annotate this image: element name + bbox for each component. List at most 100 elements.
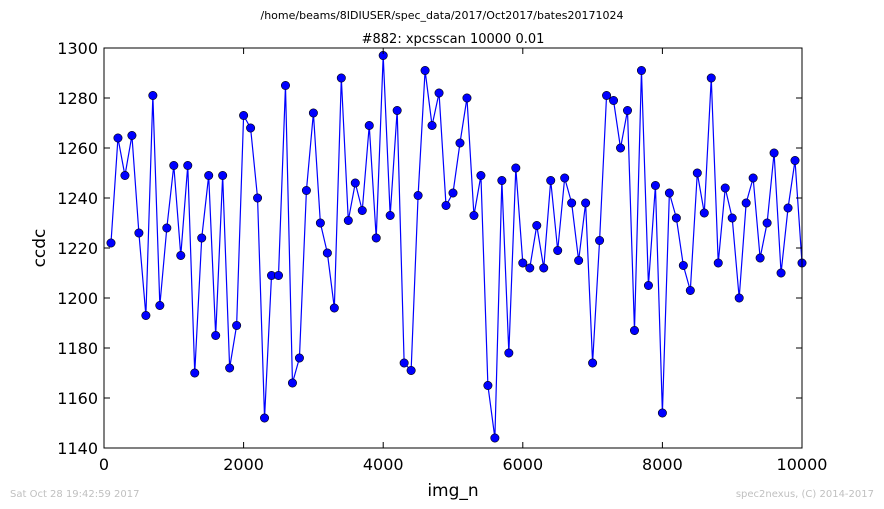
- data-point: [525, 263, 535, 273]
- data-point: [532, 221, 542, 231]
- data-point: [211, 330, 221, 340]
- data-point: [427, 121, 437, 131]
- data-point: [308, 108, 318, 118]
- data-point: [134, 228, 144, 238]
- y-tick-label: 1240: [57, 189, 98, 208]
- plot-series: [106, 50, 807, 443]
- data-point: [678, 260, 688, 270]
- data-point: [497, 176, 507, 186]
- data-point: [260, 413, 270, 423]
- data-point: [239, 111, 249, 121]
- data-point: [399, 358, 409, 368]
- data-point: [155, 300, 165, 310]
- y-axis-label: ccdc: [30, 229, 50, 268]
- data-point: [301, 186, 311, 196]
- data-point: [574, 255, 584, 265]
- data-point: [567, 198, 577, 208]
- y-tick-label: 1260: [57, 139, 98, 158]
- data-point: [622, 106, 632, 116]
- data-point: [511, 163, 521, 173]
- data-point: [581, 198, 591, 208]
- data-point: [657, 408, 667, 418]
- data-point: [650, 181, 660, 191]
- data-point: [336, 73, 346, 83]
- data-point: [148, 91, 158, 101]
- data-point: [141, 310, 151, 320]
- x-tick-label: 8000: [642, 455, 683, 474]
- data-point: [322, 248, 332, 258]
- x-tick-label: 2000: [223, 455, 264, 474]
- data-point: [246, 123, 256, 133]
- data-point: [699, 208, 709, 218]
- data-point: [120, 171, 130, 181]
- x-tick-label: 6000: [502, 455, 543, 474]
- data-point: [190, 368, 200, 378]
- data-point: [518, 258, 528, 268]
- data-point: [357, 206, 367, 216]
- chart-title: #882: xpcsscan 10000 0.01: [362, 32, 545, 47]
- data-point: [392, 106, 402, 116]
- data-point: [448, 188, 458, 198]
- data-point: [441, 201, 451, 211]
- data-point: [469, 211, 479, 221]
- data-point: [595, 236, 605, 246]
- plot-frame: [103, 47, 803, 449]
- data-point: [692, 168, 702, 178]
- series-line: [110, 55, 803, 439]
- data-point: [483, 380, 493, 390]
- x-axis-label: img_n: [427, 481, 478, 501]
- data-point: [616, 143, 626, 153]
- data-point: [106, 238, 116, 248]
- data-point: [560, 173, 570, 183]
- y-tick-label: 1300: [57, 39, 98, 58]
- data-point: [734, 293, 744, 303]
- data-point: [769, 148, 779, 158]
- data-point: [539, 263, 549, 273]
- data-point: [371, 233, 381, 243]
- data-point: [602, 91, 612, 101]
- data-point: [406, 365, 416, 375]
- data-point: [204, 171, 214, 181]
- data-point: [713, 258, 723, 268]
- data-point: [783, 203, 793, 213]
- data-point: [553, 246, 563, 256]
- data-point: [776, 268, 786, 278]
- data-point: [294, 353, 304, 363]
- y-tick-label: 1280: [57, 89, 98, 108]
- data-point: [741, 198, 751, 208]
- axis-ticks: 0 2000 4000 6000 8000 10000 1140 1160 1180 1200 12…: [57, 39, 827, 474]
- data-point: [385, 211, 395, 221]
- data-point: [225, 363, 235, 373]
- data-point: [455, 138, 465, 148]
- data-point: [315, 218, 325, 228]
- data-point: [162, 223, 172, 233]
- y-tick-label: 1180: [57, 339, 98, 358]
- x-tick-label: 4000: [363, 455, 404, 474]
- data-point: [588, 358, 598, 368]
- x-tick-label: 10000: [777, 455, 828, 474]
- data-point: [609, 96, 619, 106]
- data-point: [218, 171, 228, 181]
- data-point: [127, 131, 137, 141]
- y-tick-label: 1140: [57, 439, 98, 458]
- data-point: [413, 191, 423, 201]
- data-point: [476, 171, 486, 181]
- data-point: [490, 433, 500, 443]
- y-tick-label: 1220: [57, 239, 98, 258]
- data-point: [434, 88, 444, 98]
- data-point: [287, 378, 297, 388]
- data-point: [643, 280, 653, 290]
- figure-suptitle: /home/beams/8IDIUSER/spec_data/2017/Oct2…: [261, 9, 624, 22]
- data-point: [685, 285, 695, 295]
- data-point: [755, 253, 765, 263]
- footer-credit: spec2nexus, (C) 2014-2017: [736, 489, 874, 500]
- data-point: [706, 73, 716, 83]
- data-point: [253, 193, 263, 203]
- data-point: [636, 66, 646, 76]
- data-point: [364, 121, 374, 131]
- data-point: [343, 216, 353, 226]
- x-tick-label: 0: [99, 455, 109, 474]
- data-point: [671, 213, 681, 223]
- y-tick-label: 1200: [57, 289, 98, 308]
